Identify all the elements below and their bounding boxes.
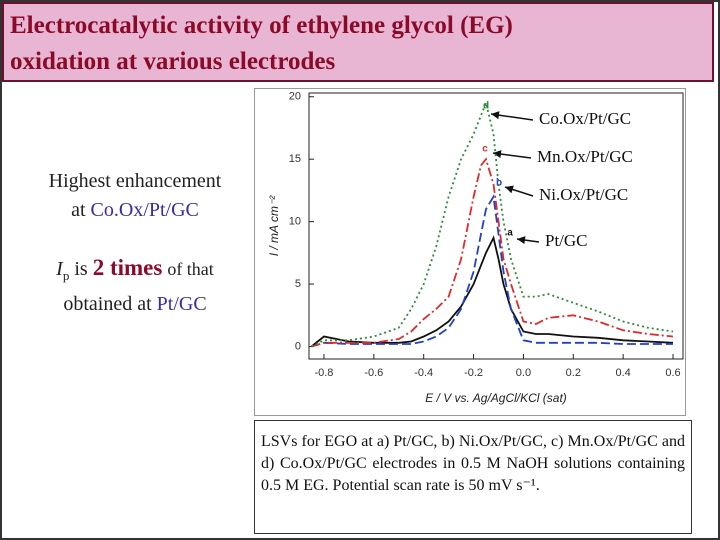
legend-label: Co.Ox/Pt/GC	[539, 109, 631, 128]
x-tick-label: -0.8	[314, 367, 333, 379]
symbol: I	[56, 258, 63, 280]
text-line: obtained at Pt/GC	[20, 290, 250, 319]
series-line	[311, 194, 673, 348]
y-tick-label: 15	[289, 153, 301, 165]
series-line	[310, 235, 674, 348]
arrow-head	[491, 111, 500, 120]
x-tick-label: 0.2	[566, 367, 581, 379]
title-box: Electrocatalytic activity of ethylene gl…	[2, 2, 714, 82]
text: is	[74, 258, 88, 280]
title-line: Electrocatalytic activity of ethylene gl…	[10, 12, 513, 39]
text-emph: 2 times	[92, 255, 163, 280]
y-axis-label: I / mA cm⁻²	[267, 195, 281, 257]
x-tick-label: -0.2	[464, 367, 483, 379]
curve-label: a	[507, 228, 513, 239]
x-tick-label: 0.6	[665, 367, 680, 379]
chart: 0 5 10 15 20 -0.8 -0.6 -0.4 -0.2 0.0 0.2 0.4 0.6 E / …	[267, 91, 684, 405]
series-line	[311, 157, 674, 348]
highlight-text: Highest enhancement at Co.Ox/Pt/GC Ip is…	[20, 167, 250, 319]
text-emph: Pt/GC	[156, 293, 207, 315]
arrow-head	[517, 236, 526, 245]
y-tick-label: 20	[289, 91, 301, 103]
text-emph: Co.Ox/Pt/GC	[90, 199, 199, 221]
caption: LSVs for EGO at a) Pt/GC, b) Ni.Ox/Pt/GC…	[254, 420, 692, 534]
title-line: oxidation at various electrodes	[10, 48, 336, 75]
text: obtained at	[63, 293, 152, 315]
curve-label: b	[496, 178, 502, 189]
x-tick-label: 0.0	[516, 367, 531, 379]
arrow-head	[505, 185, 514, 194]
legend-label: Pt/GC	[545, 231, 588, 250]
curve-label: c	[482, 144, 488, 155]
legend-label: Mn.Ox/Pt/GC	[537, 147, 633, 166]
plot-frame	[308, 92, 684, 360]
text: of that	[167, 259, 214, 279]
x-tick-label: -0.4	[414, 367, 433, 379]
curve-label: d	[483, 101, 489, 112]
x-tick-label: 0.4	[616, 367, 631, 379]
x-tick-label: -0.6	[364, 367, 383, 379]
symbol-sub: p	[62, 268, 70, 283]
text-line: Highest enhancement	[20, 167, 250, 196]
y-tick-label: 10	[289, 216, 301, 228]
text: Highest enhancement	[48, 170, 222, 192]
chart-frame: 0 5 10 15 20 -0.8 -0.6 -0.4 -0.2 0.0 0.2 0.4 0.6 E / …	[254, 88, 686, 416]
text-line: at Co.Ox/Pt/GC	[20, 196, 250, 225]
y-tick-label: 5	[295, 278, 301, 290]
y-tick-label: 0	[295, 340, 301, 352]
series-line	[311, 100, 674, 348]
text-line: Ip is 2 times of that	[20, 253, 250, 290]
x-axis-label: E / V vs. Ag/AgCl/KCl (sat)	[425, 391, 567, 405]
text: at	[71, 199, 86, 221]
legend-label: Ni.Ox/Pt/GC	[539, 185, 628, 204]
arrow-head	[493, 150, 502, 159]
